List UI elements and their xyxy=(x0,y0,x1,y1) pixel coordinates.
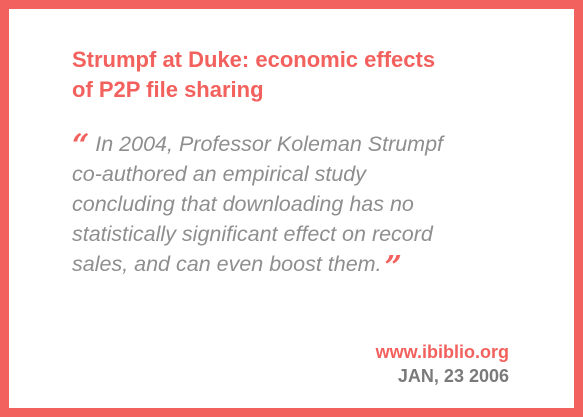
source-site: www.ibiblio.org xyxy=(375,342,509,362)
card-title-line-2: of P2P file sharing xyxy=(72,77,264,102)
card-title-line-1: Strumpf at Duke: economic effects xyxy=(72,47,436,72)
source-date: JAN, 23 2006 xyxy=(397,366,509,386)
quote-line-2: co-authored an empirical study xyxy=(72,162,366,186)
quote-text: “In 2004, Professor Koleman Strumpf co-a… xyxy=(72,129,542,283)
quote-line-5-text: sales, and can even boost them. xyxy=(72,252,382,276)
quote-line-1-text: In 2004, Professor Koleman Strumpf xyxy=(95,132,444,156)
quote-line-3: concluding that downloading has no xyxy=(72,192,414,216)
quote-line-4: statistically significant effect on reco… xyxy=(72,222,433,246)
open-quote-icon: “ xyxy=(72,128,90,163)
close-quote-icon: ” xyxy=(384,250,402,285)
quote-line-1: “In 2004, Professor Koleman Strumpf xyxy=(72,129,542,161)
source-block: www.ibiblio.org JAN, 23 2006 xyxy=(376,340,509,388)
card-title: Strumpf at Duke: economic effects of P2P… xyxy=(72,45,552,105)
quote-line-5: sales, and can even boost them.” xyxy=(72,249,542,283)
